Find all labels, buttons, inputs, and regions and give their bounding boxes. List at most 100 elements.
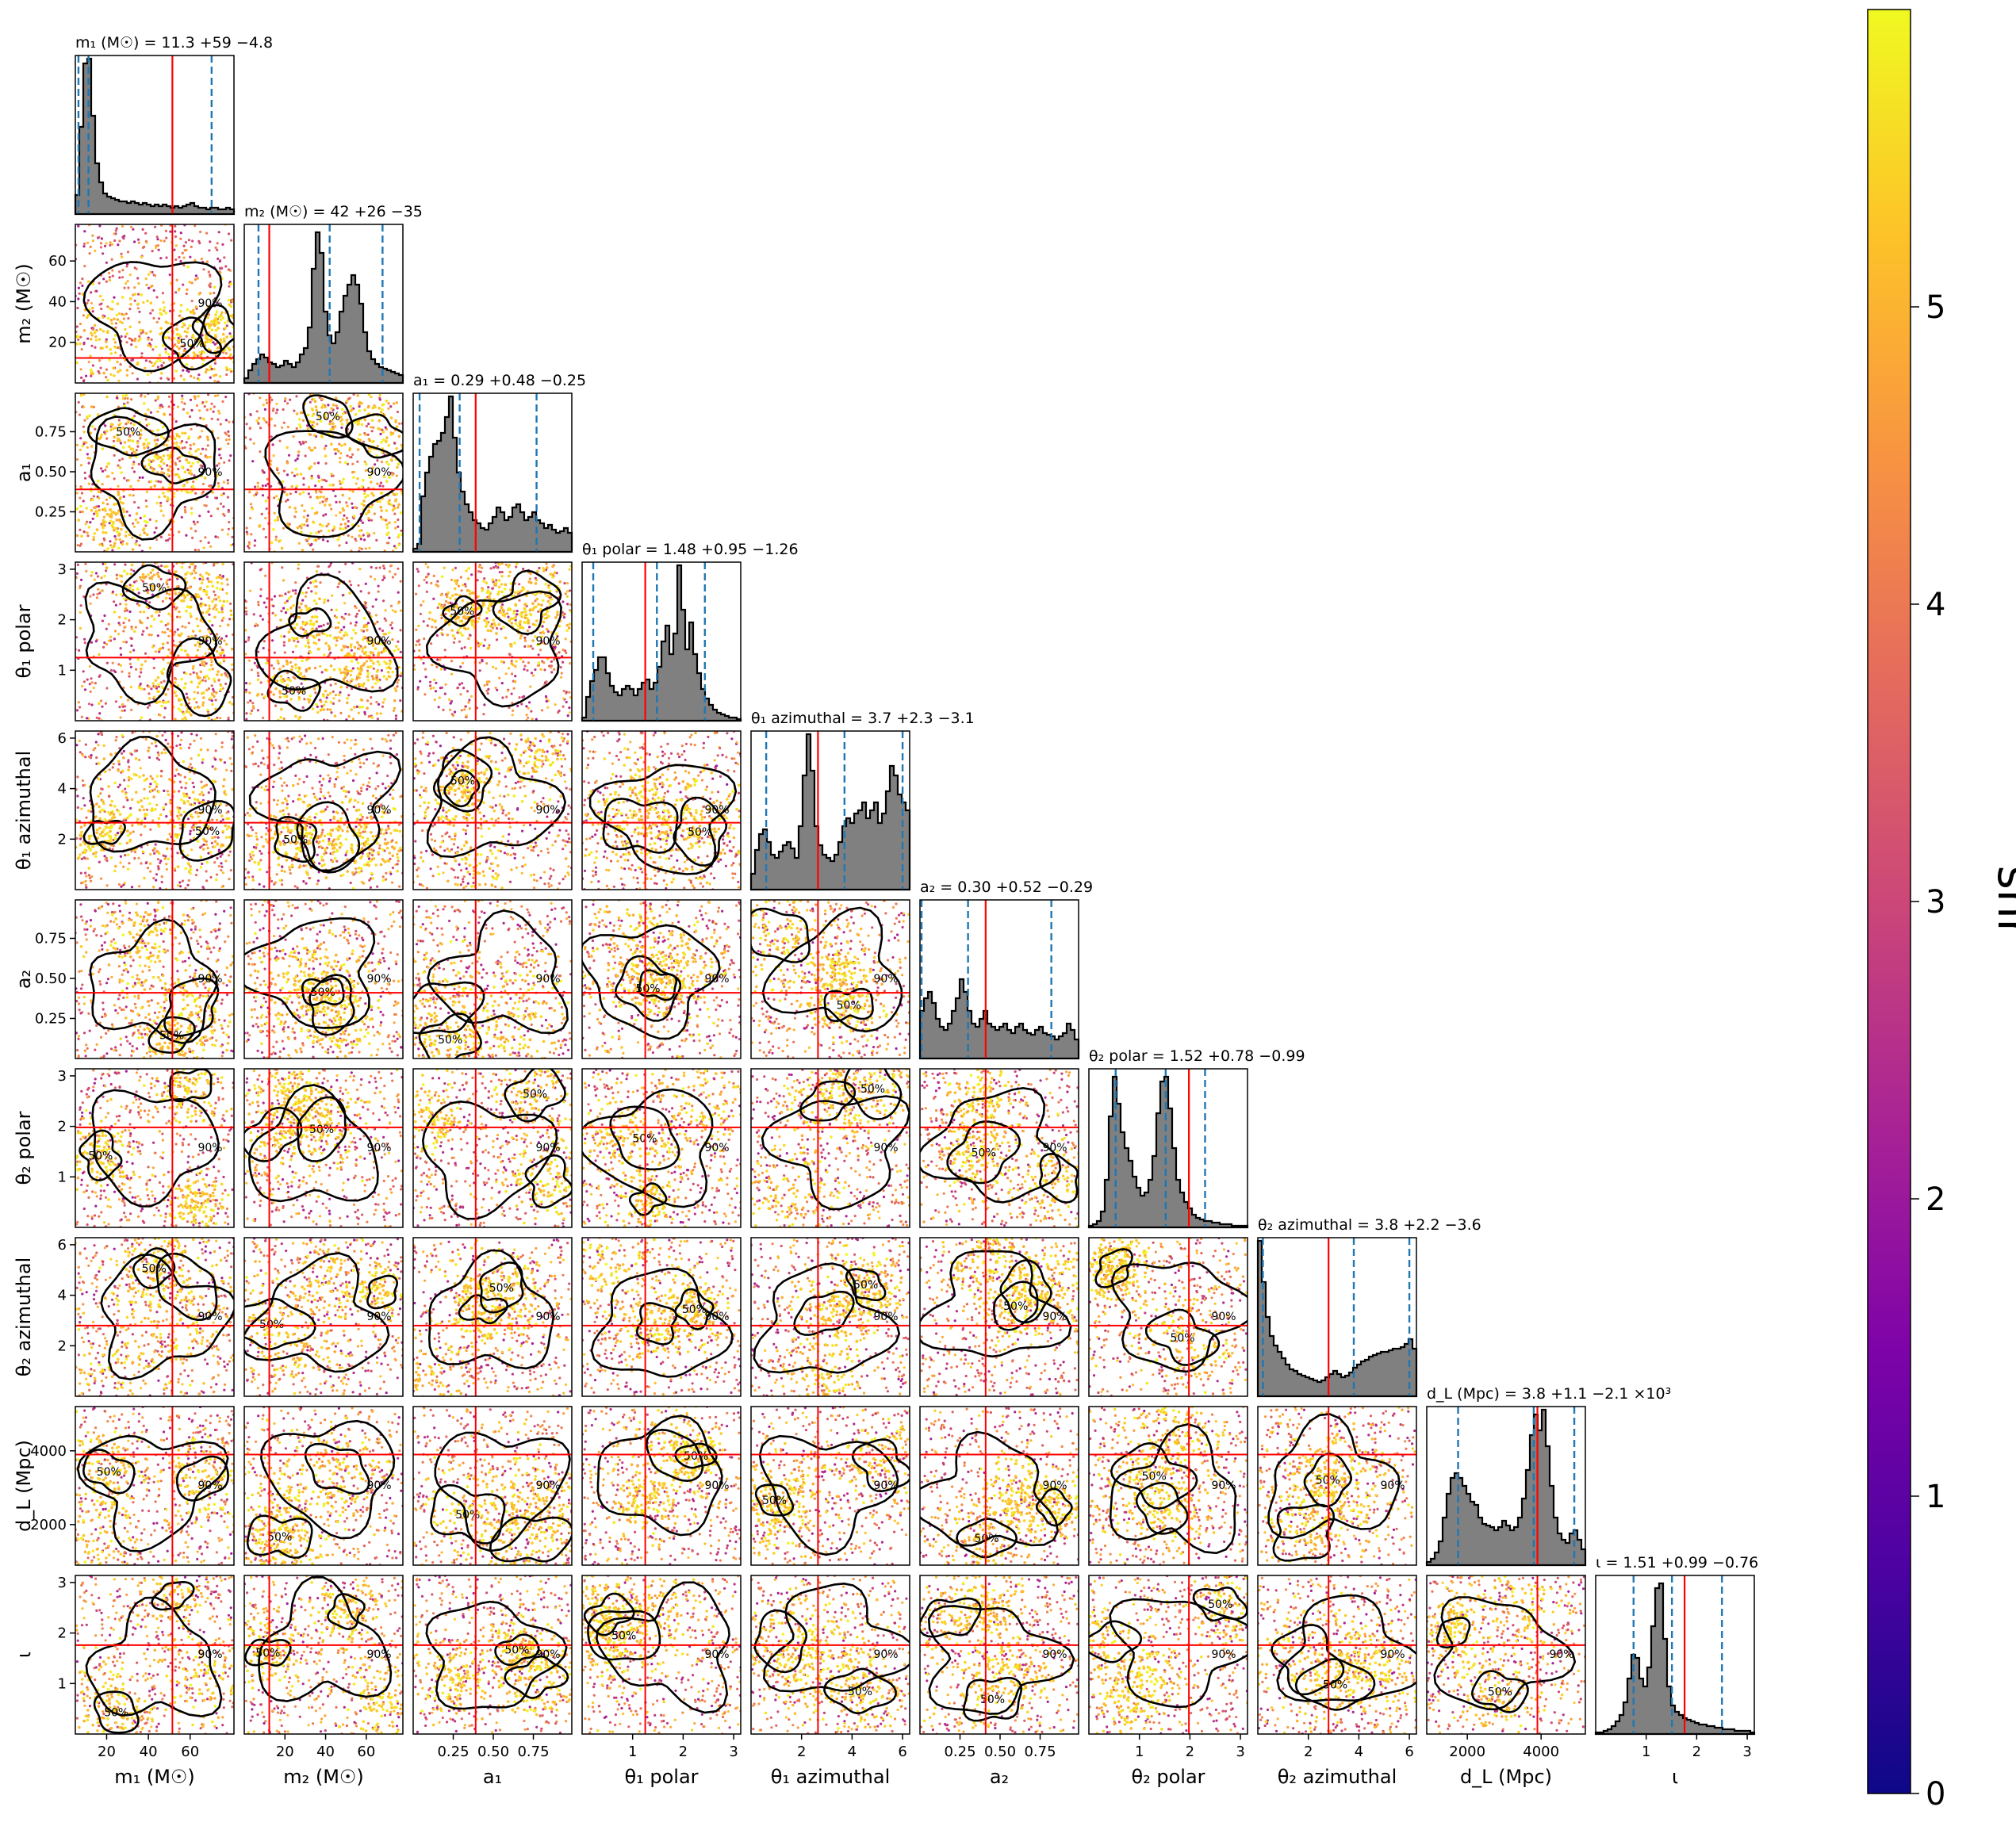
contour-label-50: 50%	[283, 834, 308, 847]
contour-label-90: 90%	[535, 635, 560, 648]
x-tick-label: 3	[729, 1744, 738, 1760]
ticks: 20 40 60	[48, 253, 75, 351]
colorbar-tick-label: 2	[1926, 1181, 1945, 1218]
contour-label-50: 50%	[853, 1279, 878, 1292]
histogram-bars	[243, 231, 404, 385]
contour-label-90: 90%	[366, 1648, 391, 1661]
panel-frame	[412, 1406, 573, 1566]
contours: 50%90%	[1433, 1596, 1577, 1713]
scatter-points: 50% 90%	[244, 1069, 403, 1227]
panel-frame	[243, 392, 404, 553]
panel-dl-vs-t2a: 50%90%	[1257, 1406, 1417, 1566]
panel-frame	[243, 1406, 404, 1566]
panel-t2p-vs-a2: 50% 90%	[919, 1068, 1079, 1228]
panel-frame	[243, 1575, 404, 1735]
contour-label-50: 50%	[316, 411, 340, 423]
contour-label-50: 50%	[88, 1150, 113, 1162]
ticks: 1 2 3	[58, 561, 75, 679]
histogram-bars	[74, 57, 236, 216]
panel-frame	[1257, 1406, 1417, 1566]
y-tick-label: 1	[58, 1169, 67, 1185]
x-tick-label: 40	[140, 1744, 158, 1760]
contour-label-90: 90%	[873, 1648, 898, 1661]
panel-t2a-vs-t1a: 50% 90%	[750, 1237, 910, 1397]
contour-label-90: 90%	[704, 1648, 729, 1661]
contour-label-50: 50%	[972, 1147, 996, 1159]
histogram-bars	[581, 564, 742, 722]
contour-label-50: 50%	[837, 999, 861, 1012]
panel-frame	[75, 392, 235, 553]
contour-label-90: 90%	[535, 1480, 560, 1492]
panel-t2a-vs-a2: 50% 90%	[919, 1237, 1079, 1397]
contour-label-50: 50%	[1142, 1470, 1167, 1483]
contours: 50% 90%	[583, 1581, 730, 1714]
panel-t2a-vs-m2: 50% 90%	[243, 1237, 404, 1397]
scatter-points: 50% 90%	[1089, 1407, 1248, 1565]
contours: 50%90%	[582, 1088, 730, 1216]
histogram-bars	[1594, 1582, 1756, 1736]
y-tick-label: 0.75	[35, 930, 67, 947]
histogram-t1p: θ₁ polar = 1.48 +0.95 −1.26	[581, 541, 799, 722]
contour-label-90: 90%	[704, 973, 729, 986]
summary-title: θ₂ azimuthal = 3.8 +2.2 −3.6	[1258, 1216, 1481, 1234]
y-axis-label-t2a: θ₂ azimuthal	[13, 1258, 35, 1377]
y-axis-label-iota: ι	[13, 1652, 35, 1658]
y-axis-label-a1: a₁	[13, 463, 35, 482]
contour-label-50: 50%	[267, 1531, 292, 1544]
scatter-points: 50% 90%	[75, 731, 234, 890]
ticks: 20 40 60 1 2 3	[58, 1575, 200, 1760]
contours: 50%90%	[255, 573, 399, 712]
contours: 50%90%	[85, 1580, 223, 1734]
scatter-points: 50% 90%	[413, 1575, 572, 1734]
scatter-points: 50% 90%	[75, 224, 234, 383]
histogram-iota: ι = 1.51 +0.99 −0.76 1 2 3	[1594, 1554, 1758, 1760]
contours: 50%90%	[761, 1069, 910, 1211]
contours: 50%90%	[425, 1600, 569, 1710]
panel-a2-vs-t1a: 50% 90%	[750, 899, 910, 1059]
panel-frame	[1426, 1575, 1586, 1735]
contours: 50%90%	[920, 1430, 1073, 1559]
y-tick-label: 3	[58, 1575, 67, 1591]
x-tick-label: 60	[181, 1744, 199, 1760]
panel-iota-vs-t2p: 50% 90% 1 2 3	[1088, 1575, 1248, 1760]
panel-t2a-vs-t1p: 50%90%	[581, 1237, 742, 1397]
panel-frame	[1088, 1068, 1248, 1228]
x-tick-label: 2	[679, 1744, 688, 1760]
contour-label-50: 50%	[282, 685, 306, 698]
panel-dl-vs-m2: 50% 90%	[243, 1406, 404, 1566]
y-tick-label: 6	[58, 730, 67, 747]
histogram-bars	[1425, 1408, 1587, 1567]
panel-t2a-vs-m1: 50% 90% 2 4 6	[58, 1237, 235, 1397]
ticks: 2000 4000	[30, 1443, 75, 1533]
contours: 50%90%	[753, 1582, 910, 1715]
y-axis-label-dl: d_L (Mpc)	[13, 1440, 35, 1532]
panel-frame	[75, 561, 235, 722]
scatter-points: 50% 90%	[582, 731, 741, 890]
contour-label-50: 50%	[309, 1124, 334, 1136]
colorbar: 0 1 2 3 4 5 snr	[1867, 9, 2016, 1813]
contours: 50%90%	[754, 1434, 910, 1556]
colorbar-tick-label: 3	[1926, 884, 1945, 921]
contour-label-50: 50%	[450, 606, 474, 618]
contour-label-90: 90%	[1549, 1648, 1573, 1661]
y-axis-label-a2: a₂	[13, 970, 35, 989]
scatter-points: 50% 90%	[582, 1575, 741, 1734]
contour-label-50: 50%	[104, 1707, 128, 1720]
contour-label-50: 50%	[142, 582, 167, 595]
panel-frame	[75, 1237, 235, 1397]
scatter-points: 50% 90%	[413, 731, 572, 890]
panel-frame	[919, 899, 1079, 1059]
y-tick-label: 2	[58, 612, 67, 629]
panel-frame	[75, 730, 235, 890]
contour-label-50: 50%	[611, 1630, 636, 1643]
panel-dl-vs-a1: 50% 90%	[412, 1406, 573, 1566]
panel-iota-vs-m1: 50% 90% 20 40 60 1 2 3	[58, 1575, 235, 1760]
contour-label-90: 90%	[366, 1142, 391, 1154]
x-axis-label-t2p: θ₂ polar	[1131, 1766, 1205, 1788]
corner-panels: 50%90%20406050%90%0.250.500.7550%90%50%9…	[13, 34, 1758, 1788]
panel-frame	[412, 561, 573, 722]
panel-iota-vs-t1p: 50% 90% 1 2 3	[581, 1575, 742, 1760]
panel-frame	[581, 1406, 742, 1566]
y-tick-label: 60	[48, 253, 67, 270]
scatter-points: 50% 90%	[413, 562, 572, 721]
